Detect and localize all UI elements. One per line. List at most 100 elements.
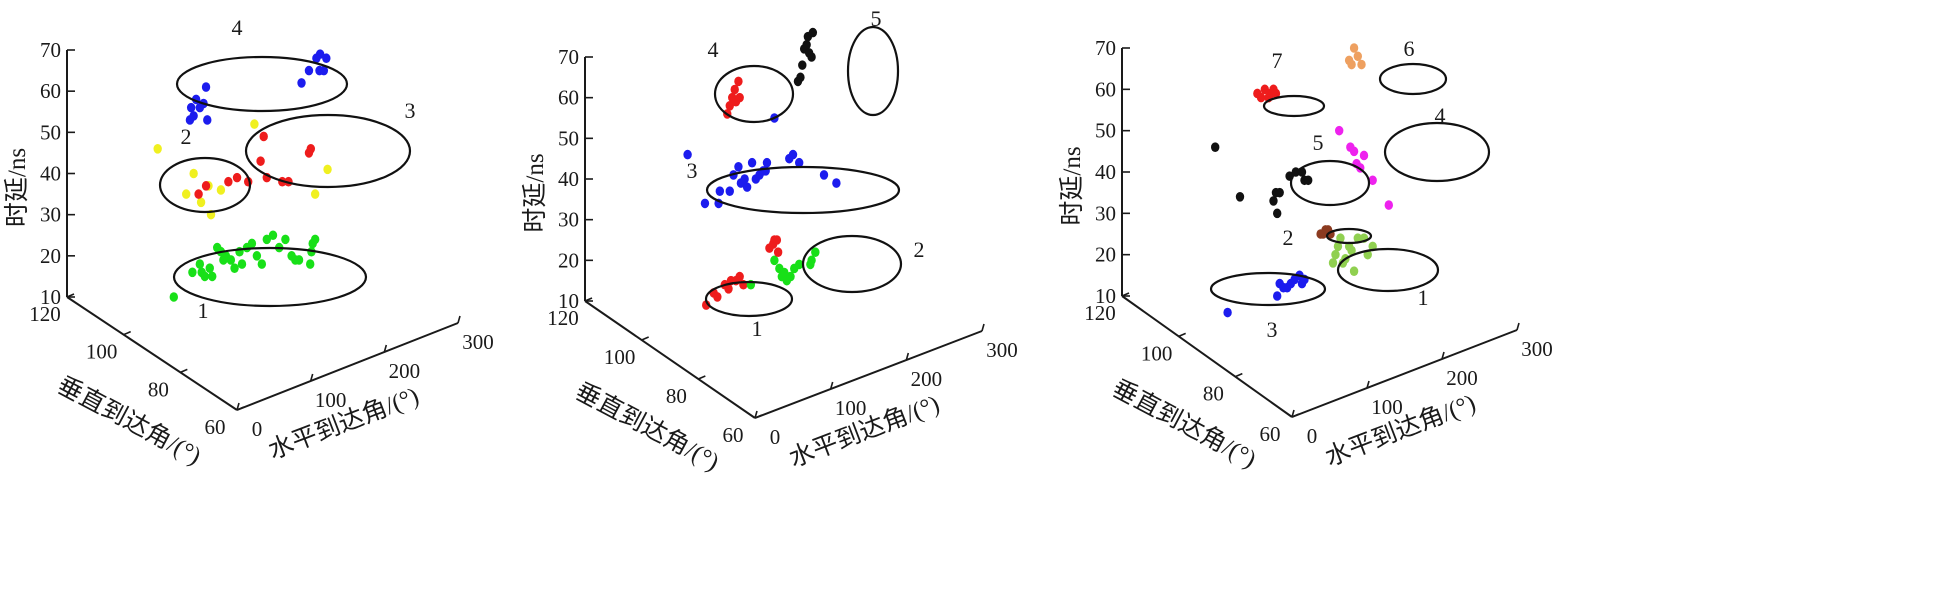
data-point xyxy=(237,259,247,269)
cluster-ellipse xyxy=(1209,271,1327,307)
chart-panel-2: 1020304050607001002003006080100120时延/ns水… xyxy=(521,6,1018,476)
data-point xyxy=(259,131,268,142)
z-tick-label: 30 xyxy=(558,208,579,232)
data-point xyxy=(153,144,162,154)
z-tick-label: 10 xyxy=(40,285,61,309)
y-tick-label: 80 xyxy=(666,384,687,408)
data-point xyxy=(250,119,259,129)
data-point xyxy=(297,78,306,88)
z-tick-label: 60 xyxy=(1095,77,1116,101)
data-point xyxy=(1357,59,1366,70)
data-point xyxy=(725,186,734,196)
x-tick-label: 300 xyxy=(462,330,494,354)
z-tick-label: 60 xyxy=(558,86,579,110)
data-point xyxy=(205,263,214,273)
y-axis-line xyxy=(1121,295,1293,418)
data-point xyxy=(773,247,783,257)
data-point xyxy=(1304,175,1313,186)
x-axis-line xyxy=(236,322,459,411)
y-tick-mark xyxy=(584,297,593,302)
data-point xyxy=(1211,142,1220,152)
cluster-label: 4 xyxy=(1435,103,1446,128)
data-point xyxy=(256,156,265,166)
data-point xyxy=(1347,59,1356,70)
x-tick-mark xyxy=(457,315,461,324)
cluster-label: 2 xyxy=(181,124,192,149)
y-tick-mark xyxy=(1178,332,1186,338)
data-point xyxy=(189,168,198,179)
y-axis-line xyxy=(584,300,756,419)
y-tick-mark xyxy=(236,406,245,411)
y-tick-mark xyxy=(66,293,75,298)
data-point xyxy=(1273,291,1282,301)
data-point xyxy=(795,259,804,270)
y-tick-label: 100 xyxy=(604,345,636,369)
data-point xyxy=(795,157,804,168)
data-point xyxy=(1271,88,1281,99)
data-point xyxy=(1359,150,1369,161)
cluster-ellipse xyxy=(846,25,900,117)
z-tick-label: 60 xyxy=(40,79,61,103)
data-point xyxy=(1275,187,1284,198)
cluster-label: 5 xyxy=(1313,130,1324,155)
data-point xyxy=(226,255,236,265)
y-axis-label: 垂直到达角/(°) xyxy=(1108,374,1261,473)
cluster-ellipse xyxy=(175,55,349,113)
cluster-label: 4 xyxy=(708,37,719,62)
data-point xyxy=(201,82,211,92)
z-tick-label: 30 xyxy=(1095,201,1116,225)
data-point xyxy=(1353,51,1363,62)
cluster-label: 6 xyxy=(1404,36,1415,61)
z-tick-label: 20 xyxy=(40,244,61,268)
data-point xyxy=(196,197,206,208)
data-point xyxy=(262,234,271,245)
data-point xyxy=(747,157,757,168)
data-point xyxy=(1349,266,1359,277)
data-point xyxy=(832,178,841,188)
data-point xyxy=(807,255,816,266)
y-tick-mark xyxy=(1235,372,1243,378)
data-point xyxy=(252,251,262,261)
x-tick-mark xyxy=(829,381,834,390)
data-point xyxy=(734,76,743,87)
data-point xyxy=(323,164,332,175)
y-tick-mark xyxy=(123,330,131,336)
data-point xyxy=(786,271,795,282)
data-point xyxy=(780,267,789,278)
data-point xyxy=(788,149,798,160)
data-point xyxy=(808,27,818,38)
data-point xyxy=(724,284,733,294)
y-tick-mark xyxy=(1291,413,1300,418)
data-point xyxy=(1260,84,1270,95)
x-tick-mark xyxy=(754,410,758,419)
z-tick-label: 40 xyxy=(40,162,61,186)
x-tick-mark xyxy=(905,352,910,361)
x-tick-mark xyxy=(1291,409,1295,418)
cluster-label: 1 xyxy=(1418,285,1429,310)
z-axis-label: 时延/ns xyxy=(521,153,549,232)
z-tick-label: 40 xyxy=(558,167,579,191)
data-point xyxy=(247,238,257,249)
y-tick-mark xyxy=(754,414,763,419)
z-tick-label: 40 xyxy=(1095,160,1116,184)
x-tick-label: 200 xyxy=(1446,366,1478,390)
y-tick-label: 120 xyxy=(547,306,579,330)
data-point xyxy=(201,181,211,191)
x-tick-label: 200 xyxy=(389,359,421,383)
data-point xyxy=(304,65,314,76)
data-point xyxy=(735,92,744,103)
z-tick-label: 50 xyxy=(1095,119,1116,143)
x-tick-mark xyxy=(1516,322,1520,331)
cluster-label: 3 xyxy=(1267,317,1278,342)
z-tick-label: 20 xyxy=(1095,243,1116,267)
data-point xyxy=(230,263,239,273)
data-point xyxy=(281,234,290,245)
cluster-ellipse xyxy=(1262,94,1326,118)
y-tick-label: 120 xyxy=(29,302,61,326)
y-tick-label: 120 xyxy=(1084,301,1116,325)
data-point xyxy=(188,267,197,278)
data-point xyxy=(734,162,743,172)
y-axis-label: 垂直到达角/(°) xyxy=(53,371,206,470)
data-point xyxy=(1273,208,1282,219)
